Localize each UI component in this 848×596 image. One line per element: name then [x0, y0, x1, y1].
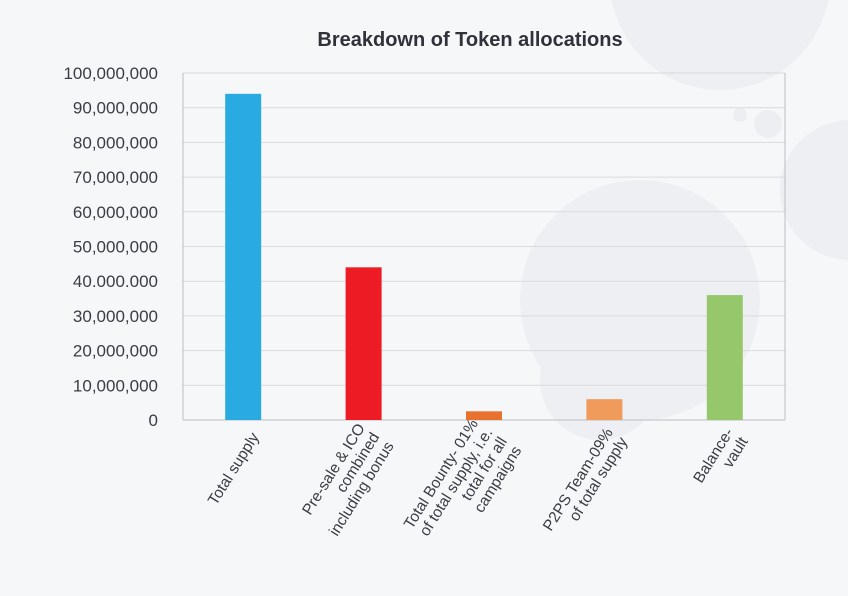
- y-tick-label: 60,000,000: [73, 203, 158, 222]
- y-tick-label: 10,000,000: [73, 376, 158, 395]
- x-category-label: Total Bounty- 01%of total supply, i.e.to…: [401, 416, 525, 539]
- y-tick-label: 20,000,000: [73, 342, 158, 361]
- bar: [225, 93, 262, 420]
- y-tick-label: 90,000,000: [73, 99, 158, 118]
- x-category-label: Balance-vault: [690, 425, 752, 486]
- y-tick-label: 30,000,000: [73, 307, 158, 326]
- bar: [466, 411, 502, 420]
- bar: [345, 267, 382, 420]
- y-axis-ticks: 0 10,000,000 20,000,000 30,000,000 40.000.00…: [63, 64, 158, 430]
- y-tick-label: 100,000,000: [63, 64, 158, 83]
- bar: [706, 295, 743, 420]
- y-tick-label: 80,000,000: [73, 133, 158, 152]
- y-tick-label: 0: [149, 411, 158, 430]
- chart-title: Breakdown of Token allocations: [317, 29, 622, 51]
- x-axis-labels: Total supply Pre-sale & ICOcombinedinclud…: [205, 416, 752, 539]
- gridlines: [182, 72, 786, 421]
- bar: [586, 399, 623, 420]
- y-tick-label: 50,000,000: [73, 238, 158, 257]
- x-category-label: P2PS Team-09%of total supply: [540, 425, 631, 534]
- x-category-label: Total supply: [205, 430, 263, 509]
- y-tick-label: 40.000.000: [73, 272, 158, 291]
- y-tick-label: 70,000,000: [73, 168, 158, 187]
- bars: [225, 93, 743, 420]
- x-category-label-line: Total supply: [205, 430, 263, 509]
